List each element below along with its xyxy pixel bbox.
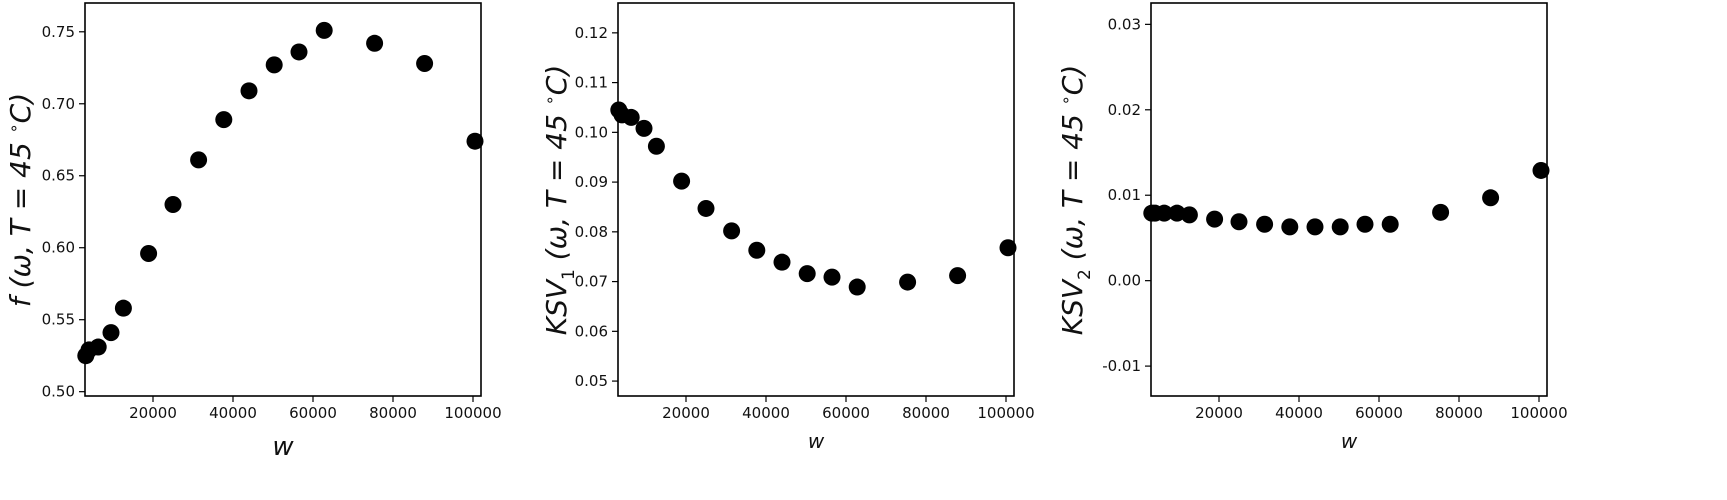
x-tick-label: 40000 [742,404,790,422]
data-point [899,273,917,291]
y-tick-label: 0.09 [575,173,608,191]
data-point [949,267,967,285]
y-tick-label: 0.07 [575,273,608,291]
y-tick-label: 0.55 [42,311,75,329]
x-tick-label: 60000 [1355,404,1403,422]
points [610,101,1017,296]
panel-2: 20000 40000 60000 80000 100000 0.05 0.06 0.07 0.… [540,2,1035,453]
data-point [1230,213,1248,231]
x-tick-label: 100000 [444,404,501,422]
data-point [1168,204,1186,222]
y-tick-label: 0.05 [575,372,608,390]
x-tick-label: 20000 [1195,404,1243,422]
plot-frame [617,2,1015,397]
data-point [1281,218,1299,236]
data-point [1356,215,1374,233]
y-tick-label: 0.12 [575,24,608,42]
data-point [622,108,640,126]
data-point [1331,218,1349,236]
data-point [114,299,132,317]
plot-frame [1150,2,1548,397]
y-axis-label: f (ω, T = 45 ∘C) [4,93,37,307]
data-point [798,265,816,283]
x-tick-label: 80000 [1435,404,1483,422]
data-point [240,82,258,100]
data-point [1381,215,1399,233]
y-axis-label: KSV1 (ω, T = 45 ∘C) [540,65,579,336]
x-tick-label: 20000 [129,404,177,422]
data-point [773,253,791,271]
x-tick-label: 60000 [289,404,337,422]
data-point [1306,218,1324,236]
data-point [999,239,1017,257]
y-tick-label: 0.02 [1108,101,1141,119]
ticks: 20000 40000 60000 80000 100000 0.50 0.55 0.60 0.… [42,23,502,422]
x-tick-label: 40000 [1275,404,1323,422]
y-tick-label: 0.03 [1108,15,1141,33]
x-tick-label: 20000 [662,404,710,422]
points [1143,161,1550,236]
data-point [290,43,308,61]
data-point [1206,210,1224,228]
data-point [466,132,484,150]
x-tick-label: 60000 [822,404,870,422]
y-tick-label: 0.00 [1108,272,1141,290]
ticks: 20000 40000 60000 80000 100000 0.05 0.06 0.07 0.… [575,24,1035,422]
points [77,21,484,365]
x-tick-label: 100000 [977,404,1034,422]
data-point [190,151,208,169]
y-tick-label: 0.75 [42,23,75,41]
data-point [823,268,841,286]
data-point [315,21,333,39]
data-point [673,172,691,190]
x-axis-label: w [808,429,825,453]
y-tick-label: 0.70 [42,95,75,113]
panel-1: 20000 40000 60000 80000 100000 0.50 0.55 0.60 0.… [4,2,502,462]
x-tick-label: 100000 [1510,404,1567,422]
plot-frame [84,2,482,397]
x-tick-label: 40000 [209,404,257,422]
data-point [1432,203,1450,221]
x-tick-label: 80000 [369,404,417,422]
data-point [164,196,182,214]
data-point [1180,206,1198,224]
y-tick-label: -0.01 [1102,357,1141,375]
data-point [416,54,434,72]
y-tick-label: 0.10 [575,123,608,141]
y-tick-label: 0.08 [575,223,608,241]
data-point [140,244,158,262]
y-axis-label: KSV2 (ω, T = 45 ∘C) [1056,65,1095,336]
x-axis-label: w [272,432,294,462]
data-point [1532,161,1550,179]
data-point [635,119,653,137]
y-tick-label: 0.65 [42,167,75,185]
data-point [647,137,665,155]
data-point [1256,215,1274,233]
data-point [848,278,866,296]
data-point [89,338,107,356]
data-point [215,111,233,129]
y-tick-label: 0.01 [1108,186,1141,204]
panel-3: 20000 40000 60000 80000 100000 -0.01 0.00 0.01 0… [1056,2,1568,453]
data-point [697,199,715,217]
x-axis-label: w [1341,429,1358,453]
y-tick-label: 0.50 [42,383,75,401]
data-point [102,324,120,342]
y-tick-label: 0.11 [575,74,608,92]
data-point [723,222,741,240]
data-point [366,34,384,52]
data-point [1482,189,1500,207]
ticks: 20000 40000 60000 80000 100000 -0.01 0.00 0.01 0… [1102,15,1567,422]
data-point [1155,204,1173,222]
y-tick-label: 0.60 [42,239,75,257]
data-point [748,241,766,259]
data-point [265,56,283,74]
x-tick-label: 80000 [902,404,950,422]
y-tick-label: 0.06 [575,322,608,340]
